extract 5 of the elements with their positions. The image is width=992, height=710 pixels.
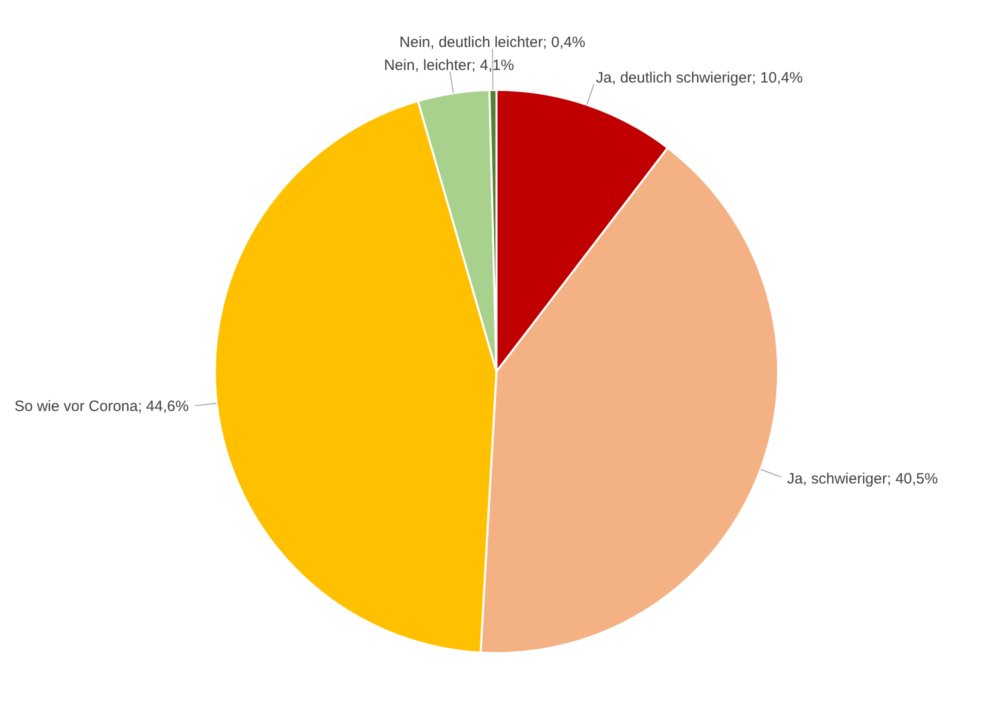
slice-label: Ja, deutlich schwieriger; 10,4% xyxy=(596,70,803,87)
slice-label: Nein, deutlich leichter; 0,4% xyxy=(399,34,586,52)
slice-label: Ja, schwieriger; 40,5% xyxy=(786,470,938,488)
slice-label: Nein, leichter; 4,1% xyxy=(384,56,514,74)
slice-label: So wie vor Corona; 44,6% xyxy=(14,398,189,415)
